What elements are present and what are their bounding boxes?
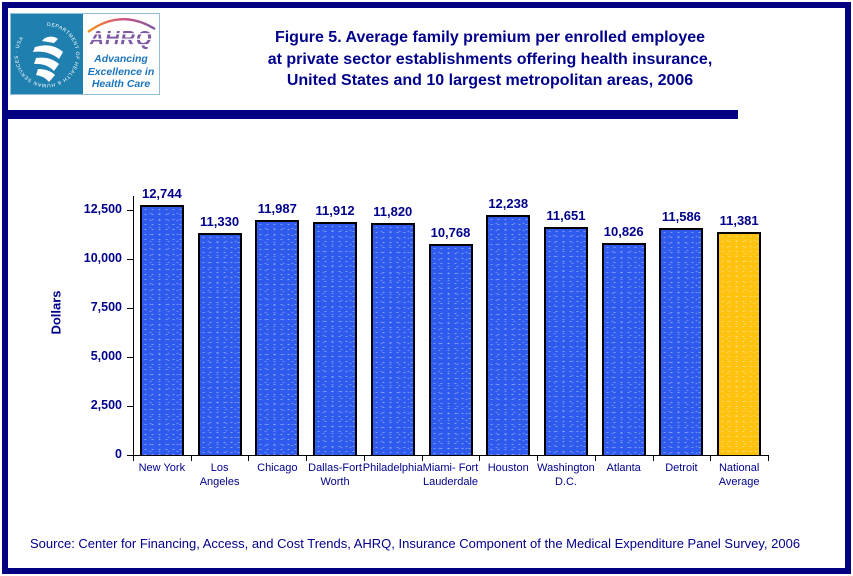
x-axis-tick bbox=[710, 456, 712, 461]
x-axis-tick bbox=[479, 456, 481, 461]
bar-national-average bbox=[717, 231, 762, 455]
tagline-line: Advancing bbox=[94, 53, 148, 65]
x-axis-tick bbox=[190, 456, 192, 461]
bar bbox=[601, 242, 646, 455]
bar-value-label: 11,651 bbox=[546, 207, 586, 223]
hhs-eagle-icon: DEPARTMENT OF HEALTH & HUMAN SERVICES · … bbox=[14, 22, 80, 88]
bar bbox=[370, 223, 415, 455]
bar-value-label: 11,912 bbox=[315, 202, 355, 218]
y-axis-tick bbox=[127, 210, 133, 211]
x-axis-tick bbox=[421, 456, 423, 461]
category-label: National Average bbox=[718, 462, 760, 488]
x-axis-line bbox=[133, 455, 769, 456]
figure-title: Figure 5. Average family premium per enr… bbox=[170, 27, 810, 92]
bar-value-label: 10,768 bbox=[430, 224, 471, 240]
ahrq-tagline: Advancing Excellence in Health Care bbox=[83, 53, 159, 91]
category-label: Dallas-Fort Worth bbox=[308, 462, 362, 488]
bar-value-label: 10,826 bbox=[603, 223, 644, 239]
figure-title-line: Figure 5. Average family premium per enr… bbox=[274, 29, 706, 46]
category-label: Detroit bbox=[665, 462, 698, 474]
x-axis-tick bbox=[363, 456, 365, 461]
category-label: Houston bbox=[487, 462, 529, 474]
bar bbox=[197, 232, 242, 455]
category-label: Washington D.C. bbox=[537, 462, 595, 488]
bar-value-label: 11,381 bbox=[719, 212, 759, 228]
bar bbox=[659, 227, 704, 455]
x-axis-tick bbox=[248, 456, 250, 461]
category-label: Atlanta bbox=[606, 462, 641, 474]
ahrq-rainbow-arc-icon bbox=[87, 18, 156, 33]
y-axis-tick bbox=[127, 259, 133, 260]
y-axis-tick-label: 10,000 bbox=[83, 251, 122, 265]
hhs-ahrq-logo: DEPARTMENT OF HEALTH & HUMAN SERVICES · … bbox=[10, 13, 160, 95]
bar-value-label: 11,987 bbox=[257, 201, 297, 217]
figure-title-line: United States and 10 largest metropolita… bbox=[286, 72, 694, 89]
x-axis-tick bbox=[594, 456, 596, 461]
category-label: Philadelphia bbox=[362, 462, 423, 474]
category-label: Miami- Fort Lauderdale bbox=[422, 462, 479, 488]
ahrq-wordmark: AHRQ bbox=[83, 29, 159, 49]
bar-value-label: 12,238 bbox=[488, 196, 529, 212]
bar-value-label: 12,744 bbox=[141, 186, 182, 202]
y-axis-tick-label: 7,500 bbox=[90, 300, 122, 314]
bar bbox=[255, 220, 300, 455]
y-axis-tick bbox=[127, 308, 133, 309]
ahrq-logo: AHRQ Advancing Excellence in Health Care bbox=[83, 14, 159, 94]
y-axis-tick bbox=[127, 455, 133, 456]
bar bbox=[486, 215, 531, 455]
bar-value-label: 11,820 bbox=[373, 204, 413, 220]
y-axis-tick-label: 0 bbox=[115, 447, 122, 461]
category-label: Los Angeles bbox=[199, 462, 240, 488]
y-axis-tick-label: 12,500 bbox=[83, 202, 122, 216]
x-axis-tick bbox=[652, 456, 654, 461]
x-axis-tick bbox=[537, 456, 539, 461]
y-axis-line bbox=[133, 196, 134, 456]
bar bbox=[313, 221, 358, 455]
category-label: Chicago bbox=[257, 462, 298, 474]
bar bbox=[139, 205, 184, 455]
tagline-line: Health Care bbox=[91, 78, 151, 90]
y-axis-tick bbox=[127, 357, 133, 358]
bar-value-label: 11,330 bbox=[200, 213, 240, 229]
bar bbox=[543, 226, 588, 455]
y-axis-tick bbox=[127, 406, 133, 407]
tagline-line: Excellence in bbox=[87, 65, 155, 78]
x-axis-tick bbox=[306, 456, 308, 461]
source-note: Source: Center for Financing, Access, an… bbox=[30, 536, 801, 551]
x-axis-tick bbox=[768, 456, 769, 461]
bar-value-label: 11,586 bbox=[661, 208, 701, 224]
y-axis-tick-label: 2,500 bbox=[90, 398, 122, 412]
header-divider-bar bbox=[3, 110, 738, 119]
figure-title-line: at private sector establishments offerin… bbox=[267, 50, 713, 68]
x-axis-tick bbox=[133, 456, 134, 461]
hhs-seal: DEPARTMENT OF HEALTH & HUMAN SERVICES · … bbox=[11, 14, 83, 94]
category-label: New York bbox=[138, 462, 186, 474]
bar bbox=[428, 243, 473, 455]
y-axis-tick-label: 5,000 bbox=[90, 349, 122, 363]
